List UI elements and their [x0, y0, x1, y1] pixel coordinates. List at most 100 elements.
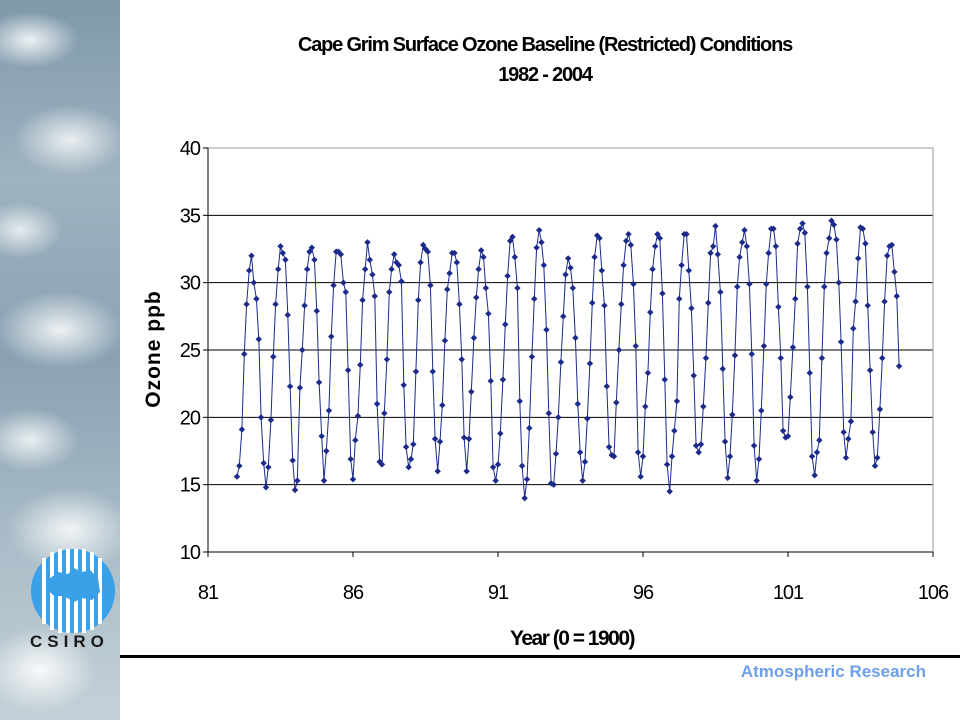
data-point	[666, 488, 673, 495]
data-point	[794, 240, 801, 247]
data-point	[480, 253, 487, 261]
data-point	[656, 235, 664, 242]
y-tick-label: 35	[180, 205, 201, 227]
data-point	[705, 299, 712, 307]
chart-title-line2: 1982 - 2004	[498, 64, 593, 86]
data-point	[581, 458, 589, 465]
data-point	[697, 441, 705, 448]
data-point	[402, 443, 410, 451]
data-point	[361, 266, 369, 273]
data-point	[485, 310, 492, 317]
data-point	[516, 397, 523, 405]
data-point	[603, 383, 610, 390]
data-point	[685, 267, 693, 274]
y-tick-label: 25	[180, 340, 201, 362]
data-point	[523, 476, 531, 483]
data-point	[308, 244, 316, 251]
data-point	[734, 283, 741, 290]
data-point	[746, 280, 753, 288]
data-point	[598, 267, 606, 274]
data-point	[854, 255, 862, 262]
data-point	[511, 253, 519, 261]
data-point	[434, 468, 441, 475]
data-point	[895, 362, 903, 370]
data-point	[253, 295, 260, 303]
data-point	[615, 346, 623, 354]
data-point	[876, 406, 884, 413]
data-point	[883, 252, 891, 259]
data-point	[468, 388, 475, 395]
data-point	[651, 243, 659, 250]
data-point	[750, 442, 758, 449]
data-point	[260, 459, 267, 467]
data-point	[574, 400, 581, 408]
data-point	[415, 296, 422, 304]
data-point	[545, 410, 552, 417]
data-point	[707, 249, 714, 257]
data-point	[659, 290, 666, 297]
data-point	[787, 393, 794, 401]
data-point	[315, 379, 323, 386]
data-point	[823, 249, 830, 257]
data-point	[866, 367, 874, 374]
data-point	[741, 226, 748, 234]
data-point	[801, 229, 809, 237]
data-point	[782, 434, 789, 441]
data-point	[779, 427, 787, 434]
data-point	[572, 334, 579, 342]
data-point	[236, 462, 243, 470]
data-point	[673, 397, 681, 405]
data-point	[412, 368, 420, 375]
data-point	[369, 271, 376, 278]
data-point	[497, 430, 504, 437]
data-point	[799, 220, 806, 227]
y-tick-label: 40	[180, 138, 201, 160]
data-point	[460, 434, 468, 441]
data-point	[533, 244, 540, 251]
data-point	[446, 270, 453, 277]
csiro-logo	[31, 549, 115, 633]
gridlines	[208, 214, 933, 486]
data-point	[813, 449, 821, 456]
data-point	[303, 266, 311, 273]
data-point	[284, 311, 291, 319]
data-point	[431, 435, 439, 443]
x-tick-label: 101	[773, 582, 804, 604]
y-tick-label: 10	[180, 542, 201, 564]
data-point	[531, 295, 538, 303]
data-point	[726, 453, 734, 460]
data-point	[608, 451, 615, 459]
data-point	[514, 284, 521, 292]
data-point	[676, 295, 683, 303]
data-point	[299, 346, 306, 354]
data-point	[323, 447, 330, 455]
y-tick-label: 20	[180, 407, 201, 429]
data-point	[436, 438, 444, 445]
data-point	[758, 407, 765, 414]
data-point	[349, 476, 357, 483]
data-point	[837, 338, 845, 346]
y-tick-label: 15	[180, 475, 201, 497]
data-point	[320, 477, 328, 484]
data-point	[888, 241, 896, 249]
data-point	[296, 384, 304, 391]
data-point	[557, 358, 565, 366]
data-point	[410, 441, 417, 448]
data-point	[417, 259, 424, 266]
data-point	[613, 399, 620, 406]
data-point	[743, 243, 751, 250]
data-point	[724, 474, 731, 482]
data-point	[458, 356, 465, 363]
data-point	[340, 279, 347, 286]
data-point	[748, 350, 755, 358]
data-point	[862, 240, 869, 247]
data-point	[700, 403, 707, 410]
data-point	[593, 232, 601, 239]
x-tick-label: 106	[918, 582, 949, 604]
data-point	[279, 249, 287, 257]
data-point	[325, 407, 333, 414]
data-point	[429, 368, 436, 375]
data-point	[702, 354, 710, 362]
data-point	[671, 427, 678, 434]
footer-label: Atmospheric Research	[740, 662, 926, 681]
